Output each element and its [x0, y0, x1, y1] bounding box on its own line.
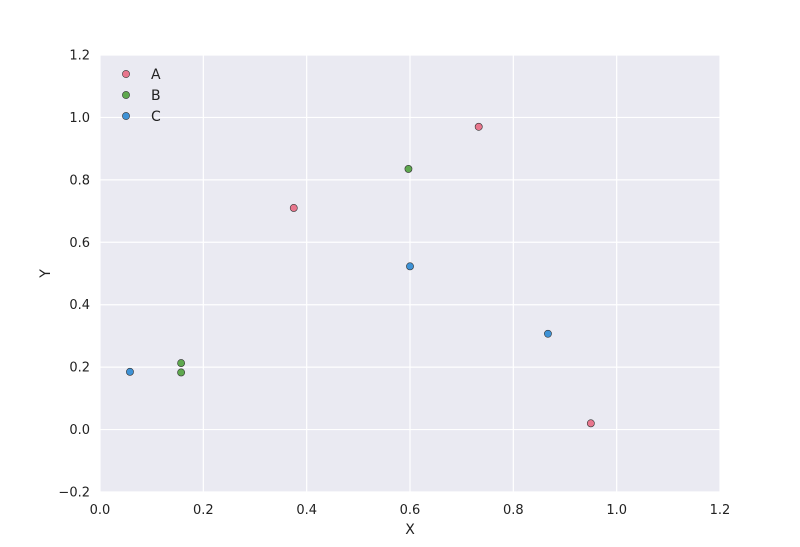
x-tick-label: 1.2	[710, 503, 731, 518]
legend-label: A	[151, 67, 161, 83]
legend-marker	[122, 112, 130, 120]
y-tick-label: −0.2	[58, 486, 90, 501]
x-tick-label: 0.6	[400, 503, 421, 518]
legend-label: B	[151, 88, 161, 104]
point-c-3	[544, 329, 552, 338]
point-b-1	[404, 165, 413, 173]
point-a-3	[586, 419, 595, 428]
legend-item-c: C	[122, 109, 161, 125]
legend-marker	[122, 70, 130, 78]
x-tick-label: 1.0	[606, 503, 627, 518]
legend-item-b: B	[122, 88, 161, 104]
point-b-2	[177, 359, 186, 367]
grid-lines	[99, 54, 721, 493]
x-tick-label: 0.4	[296, 503, 317, 518]
legend-marker	[122, 91, 130, 99]
legend-label: C	[151, 109, 161, 125]
x-tick-label: 0.0	[90, 503, 111, 518]
y-tick-label: 0.6	[69, 236, 90, 251]
y-tick-label: 0.4	[69, 298, 90, 313]
point-a-1	[289, 204, 298, 212]
point-c-2	[406, 262, 414, 271]
point-b-3	[177, 368, 186, 377]
y-tick-label: 1.2	[69, 49, 90, 64]
y-axis-label: Y	[38, 269, 54, 279]
y-tick-label: 0.2	[69, 361, 90, 376]
point-a-2	[474, 122, 483, 131]
y-axis-ticks: −0.2 0.0 0.2 0.4 0.6 0.8 1.0 1.2	[58, 49, 90, 501]
x-tick-label: 0.2	[193, 503, 214, 518]
y-tick-label: 0.8	[69, 173, 90, 188]
data-points	[126, 122, 595, 428]
legend-item-a: A	[122, 67, 161, 83]
x-axis-label: X	[405, 522, 415, 538]
x-axis-ticks: 0.0 0.2 0.4 0.6 0.8 1.0 1.2	[90, 503, 731, 518]
y-tick-label: 1.0	[69, 111, 90, 126]
y-tick-label: 0.0	[69, 423, 90, 438]
legend: ABC	[122, 67, 161, 125]
x-tick-label: 0.8	[503, 503, 524, 518]
point-c-1	[126, 367, 134, 376]
